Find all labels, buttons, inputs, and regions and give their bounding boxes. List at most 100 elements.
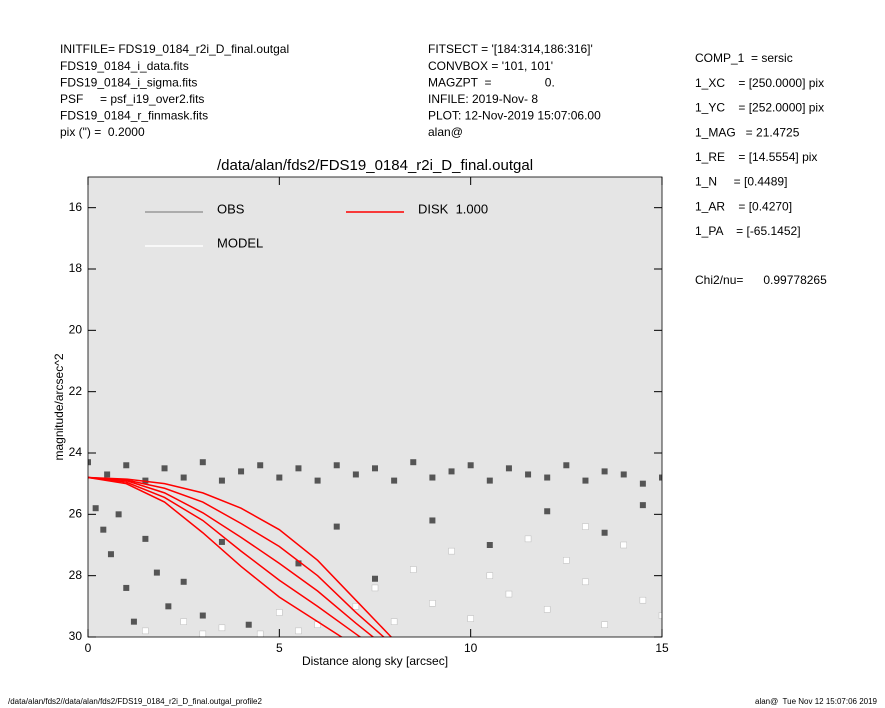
data-point: [123, 462, 130, 469]
data-point: [524, 535, 532, 543]
header-middle-line: CONVBOX = '101, 101': [428, 59, 553, 73]
y-tick-label: 16: [69, 200, 83, 214]
data-point: [295, 465, 302, 472]
data-point: [659, 474, 662, 481]
data-point: [448, 547, 455, 555]
y-tick-label: 28: [69, 568, 83, 582]
header-left-line: FDS19_0184_i_data.fits: [60, 59, 189, 73]
header-left-line: pix (") = 0.2000: [60, 125, 145, 139]
y-tick-label: 30: [69, 629, 83, 643]
data-point: [88, 459, 91, 466]
header-left-line: INITFILE= FDS19_0184_r2i_D_final.outgal: [60, 42, 289, 56]
header-left-line: FDS19_0184_i_sigma.fits: [60, 75, 197, 89]
data-point: [429, 600, 436, 607]
data-point: [352, 603, 360, 610]
fit-parameter: 1_MAG = 21.4725: [695, 125, 800, 139]
header-middle-line: PLOT: 12-Nov-2019 15:07:06.00: [428, 109, 601, 123]
data-point: [130, 618, 137, 625]
data-point: [161, 465, 168, 472]
data-point: [601, 621, 608, 628]
y-tick-label: 20: [69, 323, 83, 337]
data-point: [115, 511, 122, 518]
data-point: [563, 462, 570, 469]
data-point: [639, 596, 647, 604]
data-point: [391, 477, 398, 484]
data-point: [486, 477, 493, 484]
data-point: [104, 471, 111, 478]
fit-parameter: COMP_1 = sersic: [695, 51, 793, 65]
plot-frame: [87, 176, 663, 638]
data-point: [180, 578, 187, 585]
fit-parameter: 1_PA = [-65.1452]: [695, 224, 801, 238]
data-point: [199, 459, 206, 466]
data-point: [467, 615, 474, 622]
data-point: [601, 468, 608, 475]
plot-marks: [88, 459, 662, 637]
x-tick-label: 5: [276, 641, 283, 655]
data-point: [333, 523, 340, 530]
data-point: [257, 462, 264, 469]
data-point: [314, 477, 321, 484]
data-point: [107, 551, 114, 558]
data-point: [142, 477, 149, 484]
data-point: [333, 462, 340, 469]
y-axis-label: magnitude/arcsec^2: [52, 353, 66, 460]
disk-curve: [88, 476, 393, 637]
disk-curve: [88, 476, 375, 637]
legend-label: MODEL: [217, 235, 263, 250]
data-point: [180, 474, 187, 481]
footer-right: alan@ Tue Nov 12 15:07:06 2019: [755, 697, 878, 706]
disk-curve: [88, 476, 362, 637]
data-point: [544, 508, 551, 515]
y-tick-label: 18: [69, 261, 83, 275]
header-middle-line: MAGZPT = 0.: [428, 75, 555, 89]
data-point: [92, 505, 99, 512]
header-middle-line: INFILE: 2019-Nov- 8: [428, 92, 538, 106]
y-tick-label: 26: [69, 507, 83, 521]
data-point: [601, 529, 608, 536]
y-tick-label: 24: [69, 445, 83, 459]
data-point: [486, 542, 493, 548]
footer-left: /data/alan/fds2//data/alan/fds2/FDS19_01…: [8, 697, 263, 706]
y-tick-label: 22: [69, 384, 83, 398]
chi2: Chi2/nu= 0.99778265: [695, 273, 827, 287]
data-point: [245, 621, 252, 628]
data-point: [352, 471, 359, 478]
data-point: [100, 526, 107, 533]
data-point: [582, 477, 589, 484]
data-point: [525, 471, 532, 478]
data-point: [218, 477, 225, 484]
data-point: [372, 465, 378, 472]
data-point: [371, 584, 379, 592]
chart-title: /data/alan/fds2/FDS19_0184_r2i_D_final.o…: [217, 157, 533, 174]
data-point: [276, 474, 283, 481]
data-point: [563, 557, 570, 564]
data-point: [505, 590, 513, 598]
data-point: [390, 618, 398, 625]
x-tick-label: 0: [85, 641, 92, 655]
data-point: [199, 630, 207, 637]
data-point: [620, 541, 627, 549]
disk-curve: [88, 476, 343, 637]
data-point: [295, 560, 302, 567]
fit-parameter: 1_N = [0.4489]: [695, 175, 787, 189]
data-point: [123, 584, 130, 591]
header-left-line: FDS19_0184_r_finmask.fits: [60, 109, 208, 123]
data-point: [543, 606, 551, 613]
data-point: [486, 572, 494, 579]
data-point: [153, 569, 160, 576]
header-middle-line: FITSECT = '[184:314,186:316]': [428, 42, 593, 56]
data-point: [544, 474, 551, 481]
data-point: [142, 535, 149, 542]
data-point: [639, 502, 646, 509]
data-point: [639, 480, 646, 487]
data-point: [165, 603, 172, 610]
data-point: [218, 624, 226, 632]
data-point: [448, 468, 455, 475]
data-point: [199, 612, 206, 619]
x-tick-label: 15: [655, 641, 669, 655]
data-point: [142, 627, 149, 635]
data-point: [410, 459, 417, 466]
data-point: [238, 468, 245, 475]
data-point: [218, 538, 225, 545]
